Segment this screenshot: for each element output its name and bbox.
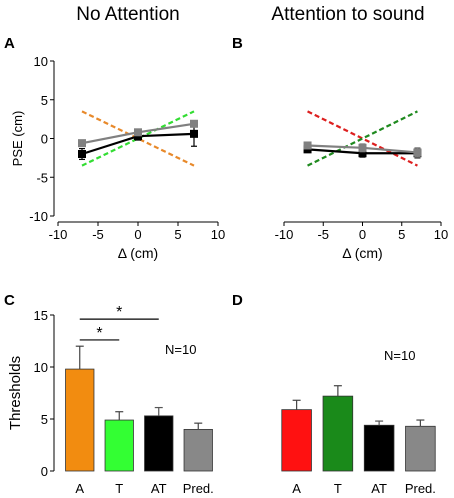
category-label: AT (151, 481, 167, 496)
data-point (358, 143, 367, 152)
data-point (78, 150, 86, 158)
category-label: Pred. (405, 481, 436, 496)
x-tick-label: -10 (49, 227, 68, 242)
category-label: T (334, 481, 342, 496)
n-label-c: N=10 (165, 342, 196, 357)
significance-star: * (116, 304, 122, 321)
bar-T (104, 419, 134, 472)
x-tick-label: 5 (174, 227, 181, 242)
y-tick-label: -5 (36, 170, 48, 185)
bar-AT (363, 424, 395, 472)
panel-label-b: B (232, 35, 243, 52)
significance-star: * (96, 325, 102, 342)
title-attention-to-sound: Attention to sound (271, 4, 424, 25)
category-label: Pred. (183, 481, 214, 496)
x-tick-label: 5 (398, 227, 405, 242)
x-tick-label: 10 (211, 227, 225, 242)
panel-label-a: A (4, 35, 15, 52)
y-axis-label: Thresholds (7, 356, 24, 430)
category-label: A (292, 481, 301, 496)
x-tick-label: -5 (92, 227, 104, 242)
x-axis-label: Δ (cm) (342, 245, 382, 261)
data-point (78, 139, 86, 148)
title-no-attention: No Attention (76, 4, 180, 25)
bar-Pred. (405, 425, 436, 472)
panel-a-pse-plot: -10 -5 0 5 10 Δ (cm) -10 -5 0 5 10 PSE (cm) (10, 54, 225, 261)
panel-b-pse-plot: -10 -5 0 5 10 Δ (cm) (275, 110, 448, 261)
bar-T (322, 395, 354, 472)
category-label: T (115, 481, 123, 496)
bar-AT (144, 415, 174, 472)
y-tick-label: 0 (41, 464, 48, 479)
data-point (358, 149, 367, 158)
y-tick-label: 5 (41, 93, 48, 108)
data-point (190, 129, 198, 138)
x-tick-label: 0 (134, 227, 141, 242)
y-tick-label: 5 (41, 412, 48, 427)
category-label: AT (371, 481, 387, 496)
y-axis-label: PSE (cm) (10, 111, 25, 167)
y-tick-label: 10 (34, 54, 48, 69)
y-tick-label: 0 (41, 132, 48, 147)
bar-A (281, 409, 312, 472)
bar-Pred. (183, 428, 213, 472)
reference-line-1 (307, 110, 418, 167)
category-label: A (75, 481, 84, 496)
reference-line-2 (81, 110, 195, 167)
panel-d-threshold-bars: A T AT Pred. (281, 385, 436, 496)
x-tick-label: -10 (275, 227, 294, 242)
data-point (134, 128, 142, 137)
x-tick-label: -5 (317, 227, 329, 242)
y-tick-label: 15 (34, 308, 48, 323)
y-tick-label: 10 (34, 360, 48, 375)
panel-label-c: C (4, 292, 15, 309)
reference-line-1 (81, 110, 195, 167)
x-axis-label: Δ (cm) (118, 245, 158, 261)
panel-label-d: D (232, 292, 243, 309)
bar-A (65, 368, 95, 472)
data-point (303, 141, 312, 150)
x-tick-label: 0 (359, 227, 366, 242)
reference-line-2 (307, 110, 418, 167)
data-point (190, 119, 198, 128)
x-tick-label: 10 (434, 227, 448, 242)
y-tick-label: -10 (29, 209, 48, 224)
n-label-d: N=10 (384, 348, 415, 363)
data-point (413, 148, 422, 157)
